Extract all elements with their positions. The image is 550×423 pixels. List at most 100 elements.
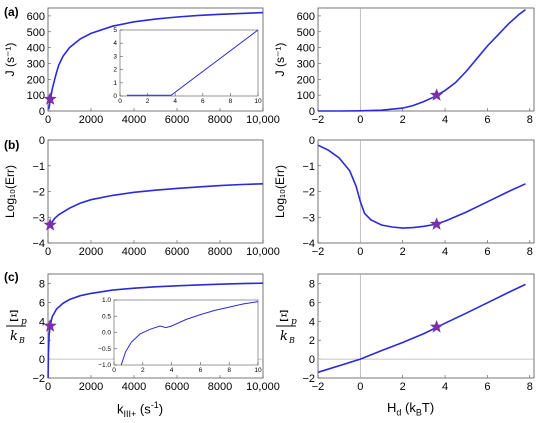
y-tick-label: 4	[39, 316, 45, 328]
x-tick-label: 6000	[165, 114, 189, 126]
y-axis-label-denominator-sub: B	[288, 336, 295, 345]
y-axis-label-numerator: Ξ	[9, 309, 19, 325]
y-tick-label: 0	[309, 354, 315, 366]
x-tick-label: 6000	[165, 246, 189, 258]
x-tick-label: 0	[45, 381, 51, 393]
x-tick-label: 2000	[79, 246, 103, 258]
star-marker	[43, 218, 57, 231]
x-tick-label: 2	[400, 114, 406, 126]
y-tick-label: −4	[302, 238, 315, 250]
x-tick-label: −2	[312, 246, 325, 258]
x-tick-label: 4000	[122, 246, 146, 258]
y-tick-label: 200	[297, 74, 315, 86]
inset-x-tick-label: 2	[141, 367, 145, 374]
x-tick-label: 8000	[208, 246, 232, 258]
y-tick-label: 0	[309, 106, 315, 118]
inset-y-tick-label: 5	[113, 27, 117, 34]
series-line	[317, 144, 526, 229]
x-tick-label: 2000	[79, 381, 103, 393]
y-axis-label-subscript: p	[291, 317, 297, 327]
y-tick-label: 400	[297, 43, 315, 55]
x-tick-label: 8	[527, 246, 533, 258]
y-axis-label: J (s⁻¹)	[3, 43, 17, 77]
y-axis-label: Log₁₀(Err)	[273, 165, 287, 218]
y-tick-label: 100	[297, 90, 315, 102]
plot-frame	[47, 139, 264, 244]
x-tick-label: 4	[442, 381, 448, 393]
y-tick-label: 600	[297, 11, 315, 23]
y-tick-label: 300	[297, 58, 315, 70]
y-tick-label: 0	[39, 135, 45, 147]
inset-x-tick-label: 10	[254, 98, 262, 105]
inset-y-tick-label: 1.0	[102, 297, 111, 304]
y-tick-label: 500	[297, 27, 315, 39]
y-axis-label-numerator: Ξ	[279, 309, 289, 325]
y-tick-label: −4	[32, 238, 45, 250]
star-marker	[43, 319, 57, 332]
x-tick-label: 8	[527, 381, 533, 393]
x-tick-label: 0	[45, 114, 51, 126]
inset-y-tick-label: 3	[113, 53, 117, 60]
y-tick-label: 2	[309, 335, 315, 347]
inset-x-tick-label: 4	[173, 98, 177, 105]
x-tick-label: 4	[442, 246, 448, 258]
y-tick-label: 500	[27, 27, 45, 39]
x-tick-label: 8000	[208, 114, 232, 126]
y-tick-label: 2	[39, 335, 45, 347]
x-tick-label: 8000	[208, 381, 232, 393]
y-axis-label-denominator: k	[280, 329, 288, 344]
star-marker	[429, 217, 444, 230]
plot-frame	[317, 7, 535, 112]
series-line	[47, 11, 264, 110]
y-tick-label: 200	[27, 74, 45, 86]
x-tick-label: 2	[400, 381, 406, 393]
x-axis-label-right: Hd (kBT)	[387, 400, 435, 418]
y-tick-label: 8	[309, 278, 315, 290]
inset-y-tick-label: 0	[113, 93, 117, 100]
x-tick-label: −2	[312, 381, 325, 393]
star-marker	[43, 92, 57, 105]
inset-plot-frame	[119, 29, 259, 97]
inset-y-tick-label: −0.5	[98, 346, 111, 353]
inset-x-tick-label: 8	[227, 367, 231, 374]
y-tick-label: 6	[309, 297, 315, 309]
x-tick-label: 0	[45, 246, 51, 258]
inset-y-tick-label: 4	[113, 40, 117, 47]
inset-x-tick-label: 10	[254, 367, 262, 374]
x-tick-label: 8	[527, 114, 533, 126]
y-tick-label: 0	[39, 106, 45, 118]
inset-x-tick-label: 2	[146, 98, 150, 105]
inset-y-tick-label: 1	[113, 80, 117, 87]
star-marker	[429, 319, 444, 333]
y-tick-label: 400	[27, 43, 45, 55]
x-tick-label: −2	[312, 114, 325, 126]
x-axis-label-left: kIII+ (s-1)	[117, 400, 164, 419]
panel-label-b: (b)	[4, 138, 20, 152]
x-tick-label: 10,000	[246, 381, 280, 393]
y-tick-label: 300	[27, 58, 45, 70]
inset-x-tick-label: 6	[201, 98, 205, 105]
inset-series-line	[126, 29, 259, 96]
y-axis-label-denominator-sub: B	[18, 336, 25, 345]
y-tick-label: 0	[39, 354, 45, 366]
inset-series-line	[120, 301, 259, 366]
y-tick-label: −2	[32, 187, 45, 199]
x-tick-label: 6	[484, 381, 490, 393]
x-tick-label: 6000	[165, 381, 189, 393]
y-tick-label: −2	[302, 373, 315, 385]
inset-plot-frame	[113, 299, 259, 366]
x-tick-label: 0	[357, 246, 363, 258]
inset-x-tick-label: 0	[118, 98, 122, 105]
y-tick-label: 6	[39, 297, 45, 309]
inset-x-tick-label: 4	[170, 367, 174, 374]
x-tick-label: 2	[400, 246, 406, 258]
x-tick-label: 4000	[122, 381, 146, 393]
y-axis-label: Log₁₀(Err)	[3, 165, 17, 218]
y-tick-label: −3	[302, 212, 315, 224]
panel-label-c: (c)	[4, 270, 19, 284]
inset-x-tick-label: 0	[112, 367, 116, 374]
inset-x-tick-label: 6	[199, 367, 203, 374]
x-tick-label: 10,000	[246, 246, 280, 258]
